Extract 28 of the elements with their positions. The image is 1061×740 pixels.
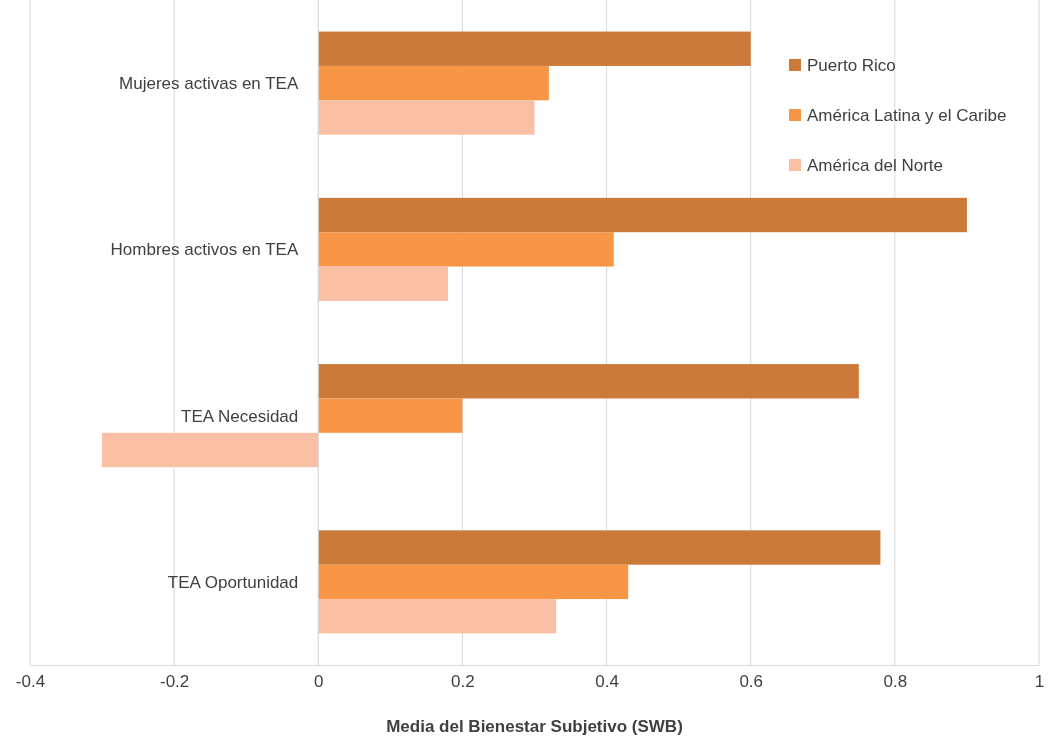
bar [318,31,751,66]
legend-label: América Latina y el Caribe [807,105,1007,125]
x-tick-label: 0 [314,671,324,691]
y-tick-label: Hombres activos en TEA [110,240,299,260]
x-axis-title: Media del Bienestar Subjetivo (SWB) [386,717,683,736]
legend-label: América del Norte [807,155,944,175]
bar [318,266,449,301]
x-tick-label: -0.2 [159,671,190,691]
bar [318,197,967,233]
y-tick-label: TEA Oportunidad [167,572,299,592]
y-tick-label: Mujeres activas en TEA [119,74,299,94]
x-tick-label: 0.2 [451,671,475,691]
x-tick-label: 1 [1034,671,1045,691]
bar [318,232,614,267]
bar [318,530,881,565]
bar [318,364,859,399]
bar [318,398,463,433]
y-tick-label: TEA Necesidad [181,406,299,426]
x-tick-label: -0.4 [15,671,46,691]
bar [318,564,629,600]
x-tick-label: 0.6 [739,671,764,691]
x-tick-label: 0.4 [595,671,619,691]
x-tick-label: 0.8 [883,671,908,691]
bar [318,100,535,135]
bar [318,599,557,634]
bar [102,432,319,468]
legend-label: Puerto Rico [807,55,896,75]
bar [318,65,549,101]
